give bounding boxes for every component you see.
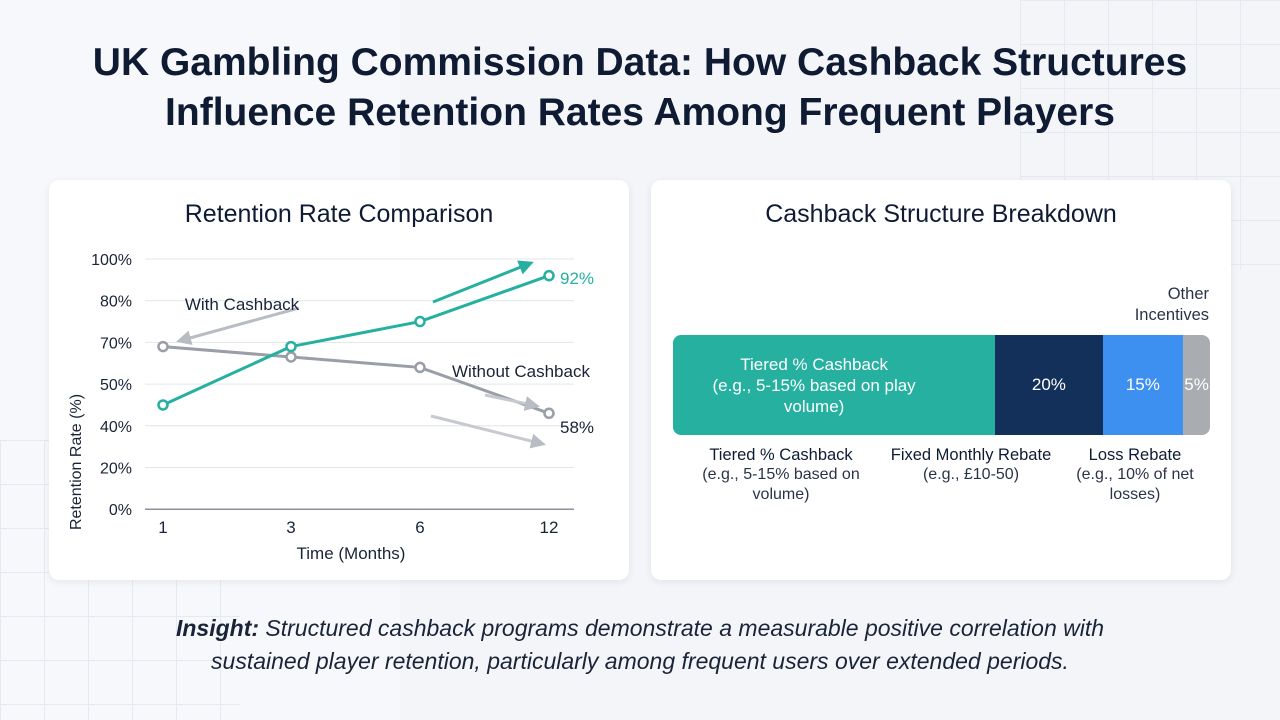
x-tick-label: 3 <box>286 518 295 537</box>
with-cashback-point <box>543 269 555 282</box>
y-tick-label: 80% <box>100 294 132 311</box>
page-title: UK Gambling Commission Data: How Cashbac… <box>40 38 1240 138</box>
x-tick-label: 6 <box>415 518 424 537</box>
y-axis-label: Retention Rate (%) <box>68 394 85 530</box>
y-tick-label: 100% <box>91 252 132 269</box>
segment-other-incentives: 5% <box>1183 335 1210 435</box>
with-cashback-arrow-upper <box>432 260 534 304</box>
y-tick-label: 70% <box>100 335 132 352</box>
without-cashback-arrow-1 <box>484 393 540 411</box>
page-title-line-1: UK Gambling Commission Data: How Cashbac… <box>92 41 1188 84</box>
insight-label: Insight: <box>175 615 260 641</box>
y-tick-label: 50% <box>100 377 132 394</box>
segment-loss-label: 15% <box>1125 375 1160 394</box>
cashback-stacked-bar: Tiered % Cashback (e.g., 5-15% based on … <box>673 335 1210 435</box>
legend-loss-head: Loss Rebate <box>1088 446 1182 464</box>
with-cashback-point <box>157 399 169 411</box>
with-cashback-pointer-arrow <box>176 306 300 346</box>
x-tick-label: 1 <box>158 518 167 537</box>
legend-loss-rebate: Loss Rebate (e.g., 10% of net losses) <box>1069 445 1201 505</box>
without-cashback-line <box>162 345 550 415</box>
legend-fixed-sub: (e.g., £10-50) <box>922 466 1020 483</box>
without-cashback-point <box>543 407 555 420</box>
other-incentives-label: Other Incentives <box>1134 285 1209 324</box>
y-tick-label: 20% <box>100 461 132 478</box>
segment-other-label: 5% <box>1184 375 1209 394</box>
retention-chart-card: Retention Rate Comparison 100% 80% 70% 50% 4… <box>49 180 629 580</box>
insight-line-2: sustained player retention, particularly… <box>211 648 1069 674</box>
with-cashback-line <box>162 274 550 407</box>
insight-line-1: Structured cashback programs demonstrate… <box>259 615 1105 641</box>
without-cashback-label: Without Cashback <box>452 362 590 381</box>
segment-fixed-monthly-rebate: 20% <box>995 335 1103 435</box>
insight-text: Insight: Structured cashback programs de… <box>60 612 1220 678</box>
segment-fixed-label: 20% <box>1031 375 1066 394</box>
segment-loss-rebate: 15% <box>1102 335 1184 435</box>
retention-chart-title: Retention Rate Comparison <box>184 200 494 228</box>
segment-tiered-sub: (e.g., 5-15% based on play volume) <box>712 375 916 416</box>
x-tick-label: 12 <box>540 518 559 537</box>
segment-tiered-cashback: Tiered % Cashback (e.g., 5-15% based on … <box>673 335 996 435</box>
cashback-structure-card: Cashback Structure Breakdown Other Incen… <box>651 180 1231 580</box>
retention-line-chart: 100% 80% 70% 50% 40% 20% 0% 1 3 6 12 Retention Ra… <box>68 252 594 563</box>
segment-tiered-head: Tiered % Cashback <box>740 354 888 374</box>
y-tick-label: 0% <box>109 502 132 519</box>
y-tick-label: 40% <box>100 419 132 436</box>
cashback-structure-title: Cashback Structure Breakdown <box>765 200 1117 228</box>
legend-tiered-cashback: Tiered % Cashback (e.g., 5-15% based on … <box>681 445 881 505</box>
with-cashback-label: With Cashback <box>185 295 300 314</box>
without-cashback-point <box>414 361 426 374</box>
legend-fixed-monthly-rebate: Fixed Monthly Rebate (e.g., £10-50) <box>873 445 1069 485</box>
legend-loss-sub: (e.g., 10% of net losses) <box>1076 466 1194 503</box>
without-cashback-point <box>285 351 297 363</box>
without-cashback-point <box>157 340 169 353</box>
without-cashback-end-label: 58% <box>560 418 594 437</box>
with-cashback-point <box>285 340 297 353</box>
with-cashback-point <box>414 315 426 328</box>
legend-tiered-sub: (e.g., 5-15% based on volume) <box>702 466 860 503</box>
page-title-line-2: Influence Retention Rates Among Frequent… <box>165 91 1115 134</box>
x-axis-label: Time (Months) <box>297 544 406 563</box>
with-cashback-end-label: 92% <box>560 269 594 288</box>
legend-fixed-head: Fixed Monthly Rebate <box>890 446 1052 464</box>
legend-tiered-head: Tiered % Cashback <box>709 446 853 464</box>
without-cashback-arrow-2 <box>430 414 546 449</box>
